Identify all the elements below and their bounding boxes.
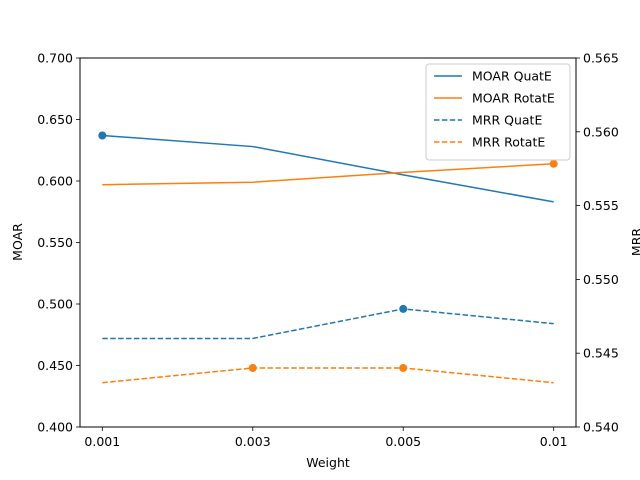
x-tick-label-0: 0.001	[84, 434, 120, 449]
legend-box	[425, 63, 571, 161]
left-y-tick-label-1: 0.450	[37, 358, 73, 373]
axes-layer: 0.001 0.003 0.005 0.01 0.400 0.450 0.500 0.550 0…	[37, 51, 619, 450]
series-line-0	[102, 134, 554, 203]
right-y-tick-label-2: 0.550	[583, 272, 619, 287]
right-y-tick-label-1: 0.545	[583, 346, 619, 361]
x-tick-label-1: 0.003	[235, 434, 271, 449]
left-y-tick-label-5: 0.650	[37, 112, 73, 127]
series-2-marker-2	[399, 304, 408, 313]
right-y-tick-label-5: 0.565	[583, 51, 619, 66]
legend-label-0: MOAR QuatE	[472, 69, 552, 84]
right-y-axis-label: MRR	[629, 228, 640, 256]
left-y-tick-label-6: 0.700	[37, 51, 73, 66]
series-line-1	[102, 163, 554, 186]
x-tick-label-3: 0.01	[540, 434, 568, 449]
right-y-tick-label-3: 0.555	[583, 198, 619, 213]
legend-label-2: MRR QuatE	[472, 113, 542, 128]
x-axis-label: Weight	[306, 455, 350, 470]
series-3-marker-2	[399, 363, 408, 372]
left-y-tick-label-2: 0.500	[37, 297, 73, 312]
right-y-tick-label-0: 0.540	[583, 420, 619, 435]
left-y-tick-label-4: 0.600	[37, 174, 73, 189]
x-tick-label-2: 0.005	[385, 434, 421, 449]
right-y-tick-label-4: 0.560	[583, 124, 619, 139]
series-3-marker-1	[248, 363, 257, 372]
series-1-marker-3	[549, 159, 558, 168]
legend-label-1: MOAR RotatE	[472, 91, 555, 106]
series-layer	[98, 131, 558, 384]
legend-label-3: MRR RotatE	[472, 135, 545, 150]
left-y-tick-label-3: 0.550	[37, 235, 73, 250]
series-line-2	[102, 308, 554, 340]
legend: MOAR QuatE MOAR RotatE MRR QuatE MRR RotatE	[425, 63, 571, 161]
left-y-axis-label: MOAR	[10, 223, 25, 261]
left-y-tick-label-0: 0.400	[37, 420, 73, 435]
series-line-3	[102, 367, 554, 384]
series-0-marker-0	[98, 131, 107, 140]
